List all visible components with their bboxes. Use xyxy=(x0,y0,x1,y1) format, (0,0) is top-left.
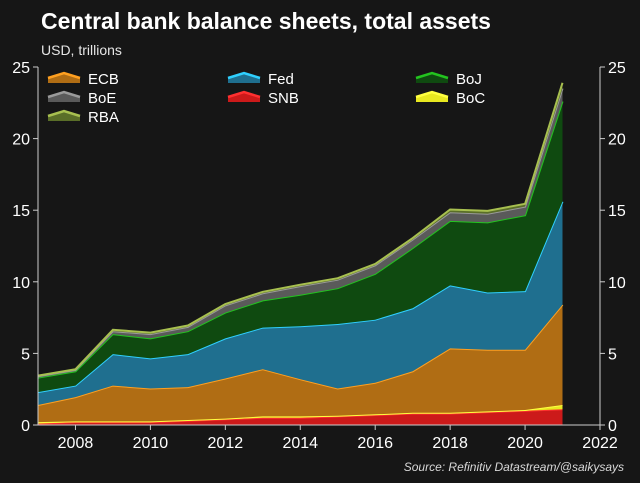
y-tick-label-left: 20 xyxy=(12,132,30,149)
legend-label-boj: BoJ xyxy=(456,71,482,88)
y-tick-label-right: 15 xyxy=(608,203,626,220)
y-tick-label-right: 20 xyxy=(608,132,626,149)
chart-areas xyxy=(37,82,564,425)
x-tick-label: 2020 xyxy=(507,435,543,452)
legend-line-ecb xyxy=(47,71,81,80)
legend-label-boe: BoE xyxy=(88,90,116,107)
legend-line-snb xyxy=(227,90,261,99)
legend-label-fed: Fed xyxy=(268,71,294,88)
x-tick-label: 2014 xyxy=(282,435,318,452)
area-boj xyxy=(38,101,563,393)
area-ecb xyxy=(38,304,563,423)
legend-swatch-boc xyxy=(416,92,448,102)
legend-swatch-snb xyxy=(228,92,260,102)
y-tick-label-right: 10 xyxy=(608,275,626,292)
area-snb xyxy=(38,409,563,425)
legend-line-boc xyxy=(415,90,449,99)
x-tick-label: 2008 xyxy=(58,435,94,452)
area-fed xyxy=(38,201,563,405)
y-tick-label-right: 25 xyxy=(608,60,626,77)
area-edge-rba xyxy=(37,82,564,377)
chart-source: Source: Refinitiv Datastream/@saikysays xyxy=(403,460,624,474)
y-tick-label-left: 25 xyxy=(12,60,30,77)
y-tick-label-left: 10 xyxy=(12,275,30,292)
legend-label-rba: RBA xyxy=(88,109,119,126)
legend-line-rba xyxy=(47,109,81,118)
x-tick-label: 2010 xyxy=(133,435,169,452)
legend-swatch-boj xyxy=(416,73,448,83)
legend-label-snb: SNB xyxy=(268,90,299,107)
legend-line-boe xyxy=(47,90,81,99)
legend-label-boc: BoC xyxy=(456,90,485,107)
y-tick-label-left: 0 xyxy=(21,418,30,435)
legend-swatch-fed xyxy=(228,73,260,83)
y-tick-label-left: 15 xyxy=(12,203,30,220)
legend-swatch-boe xyxy=(48,92,80,102)
legend-swatch-rba xyxy=(48,111,80,121)
x-tick-label: 2022 xyxy=(582,435,618,452)
chart-legend: ECB Fed BoJ BoE SNB BoC RBA xyxy=(47,71,485,126)
chart-subtitle: USD, trillions xyxy=(41,42,122,58)
x-tick-label: 2016 xyxy=(357,435,393,452)
chart-title: Central bank balance sheets, total asset… xyxy=(41,8,491,34)
x-tick-label: 2018 xyxy=(432,435,468,452)
legend-label-ecb: ECB xyxy=(88,71,119,88)
y-tick-label-right: 0 xyxy=(608,418,617,435)
x-tick-label: 2012 xyxy=(208,435,244,452)
legend-line-fed xyxy=(227,71,261,80)
legend-line-boj xyxy=(415,71,449,80)
y-tick-label-right: 5 xyxy=(608,346,617,363)
y-tick-label-left: 5 xyxy=(21,346,30,363)
legend-swatch-ecb xyxy=(48,73,80,83)
